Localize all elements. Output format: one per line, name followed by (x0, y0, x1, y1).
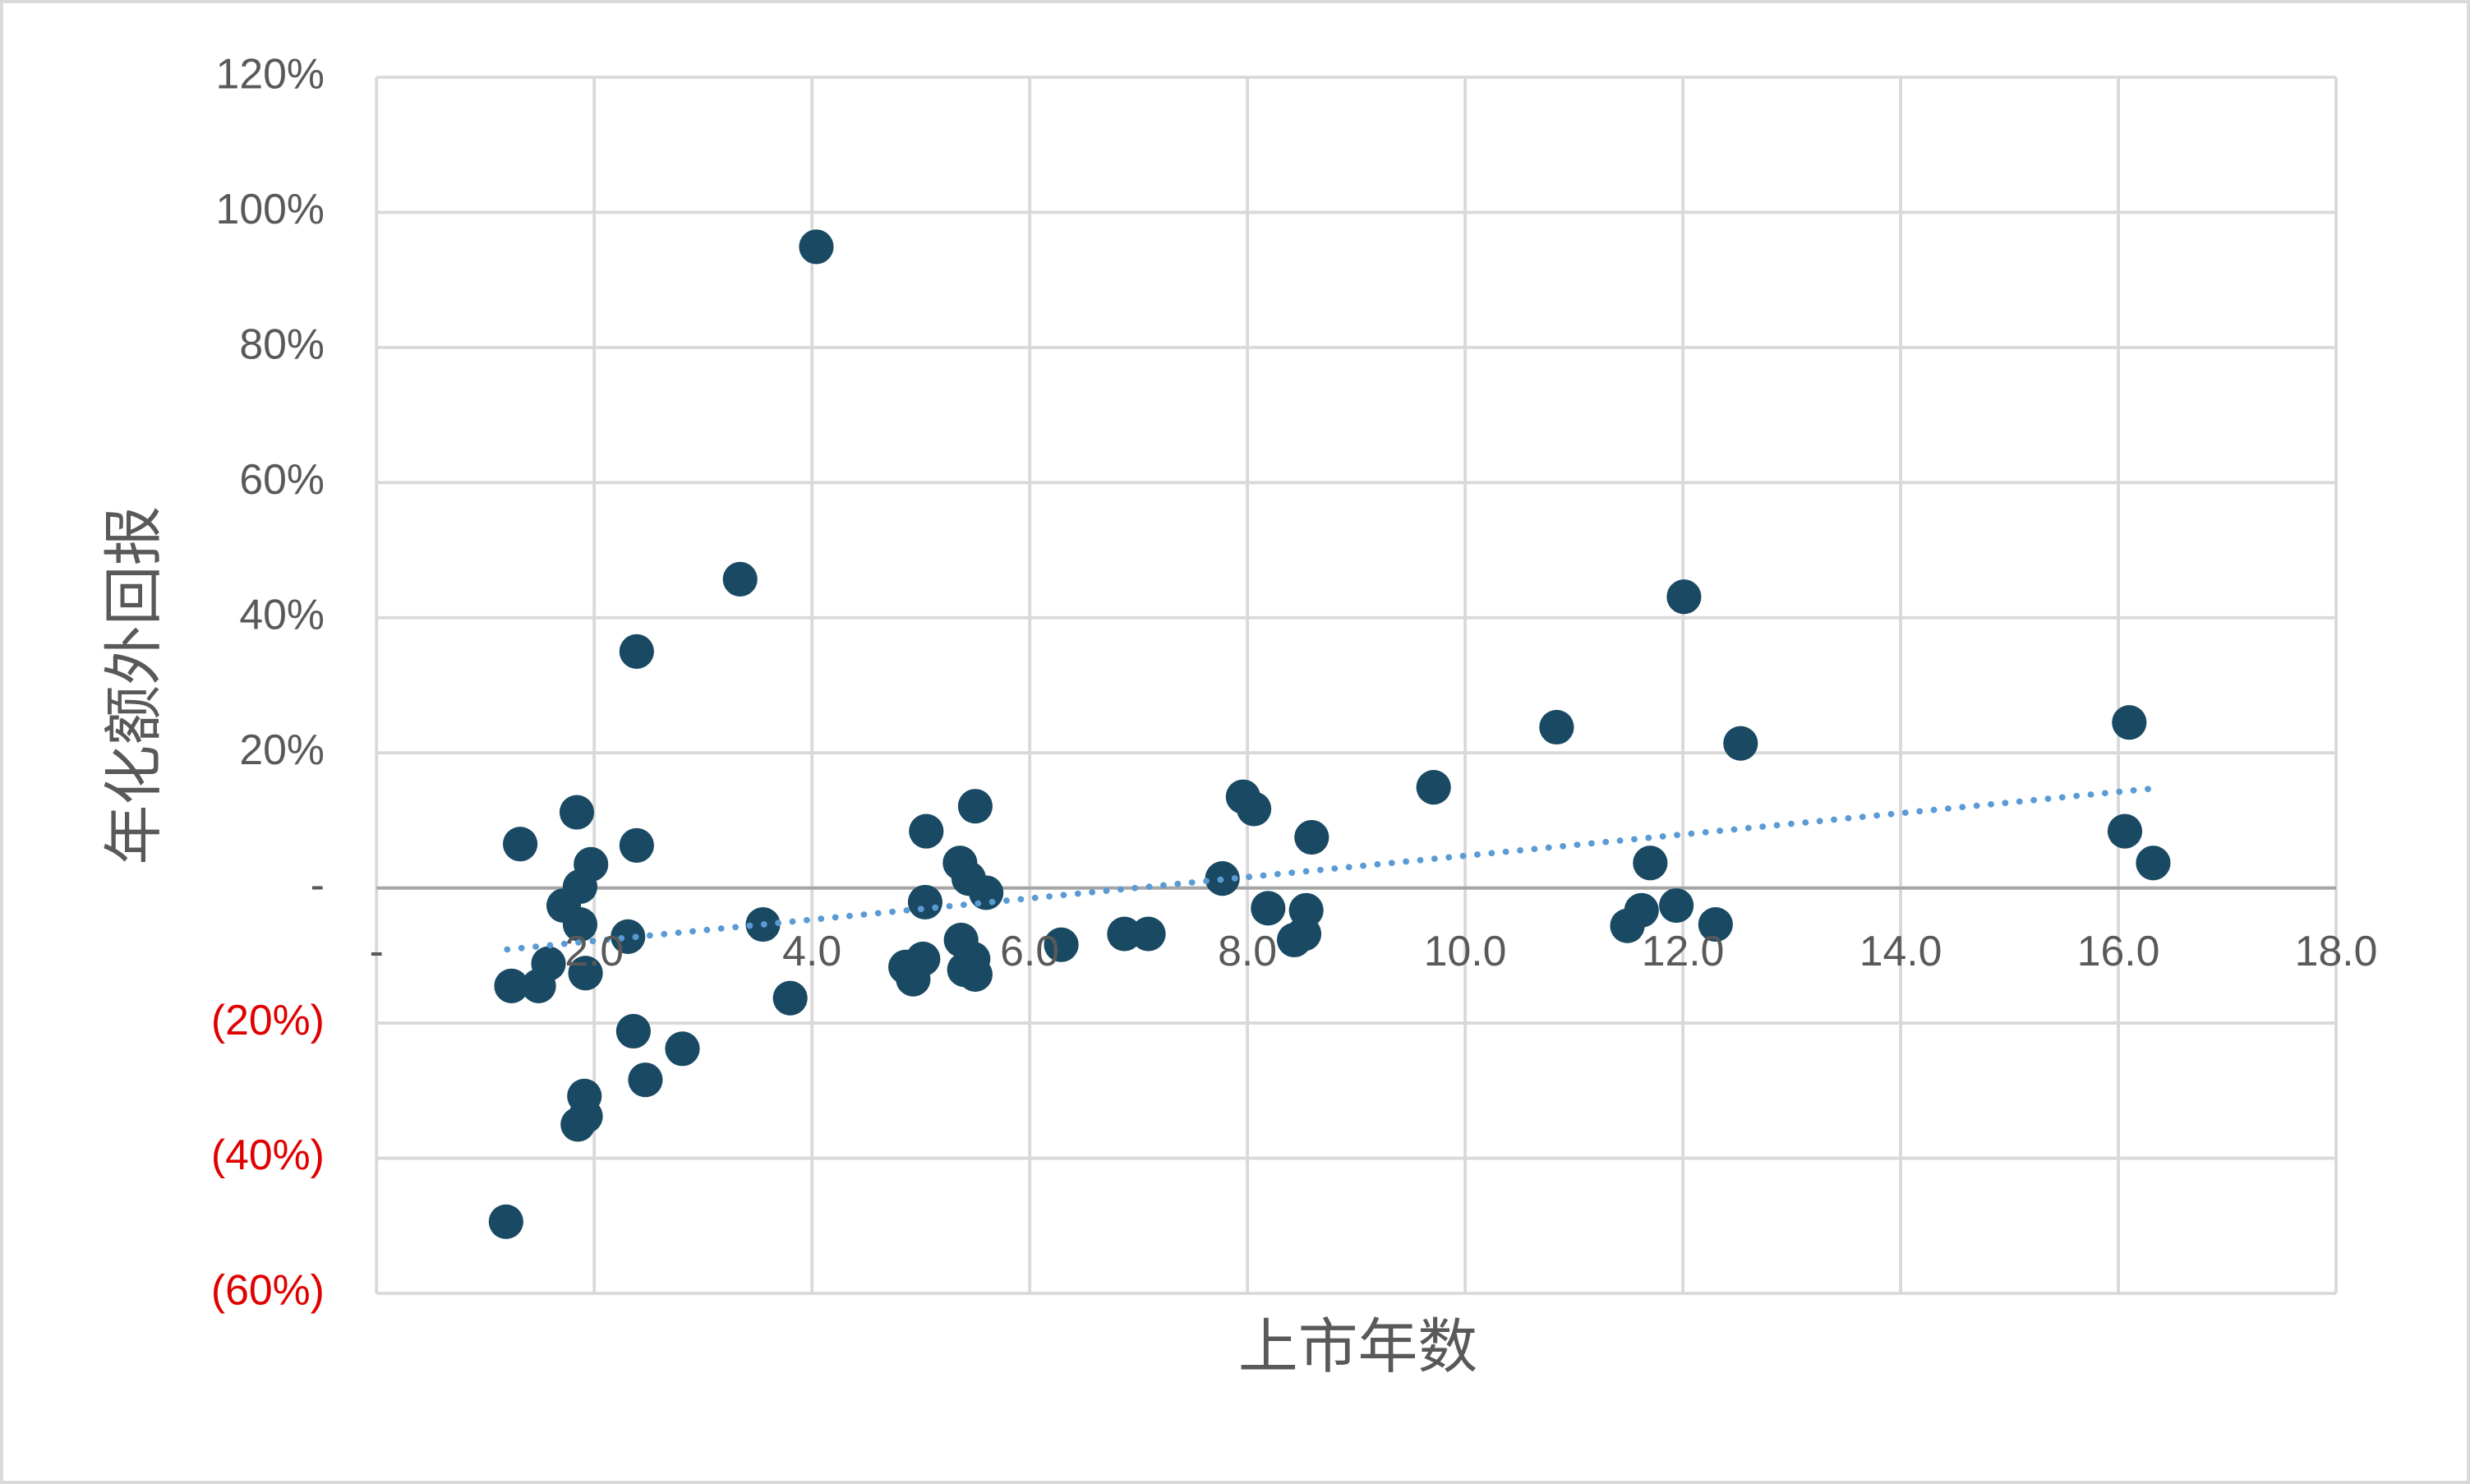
point (1288, 892, 1324, 928)
point (488, 1204, 523, 1239)
labels: (60%)(40%)(20%)-20%40%60%80%100%120%- 2.0… (211, 50, 2378, 1314)
point (562, 906, 598, 942)
point (628, 1062, 663, 1098)
point (2112, 705, 2147, 740)
point (722, 561, 758, 597)
point (2136, 846, 2171, 881)
point (907, 884, 943, 920)
point (568, 956, 603, 991)
point (494, 968, 529, 1003)
point (1666, 579, 1702, 615)
point (1416, 770, 1451, 805)
point (957, 956, 993, 992)
x-tick-label: 12.0 (1642, 927, 1725, 975)
x-tick-label: 18.0 (2295, 927, 2378, 975)
point (1698, 906, 1733, 942)
x-tick-label: 16.0 (2077, 927, 2160, 975)
y-tick-label: 100% (216, 185, 325, 233)
point (559, 795, 595, 830)
y-tick-label: 60% (239, 455, 325, 503)
point (611, 919, 646, 954)
point (1107, 916, 1142, 952)
x-tick-label: 2.0 (565, 927, 624, 975)
point (799, 229, 834, 265)
x-tick-label: - (370, 927, 384, 975)
point (1251, 891, 1286, 926)
marks (488, 229, 2171, 1239)
point (969, 875, 1004, 910)
y-tick-label: (20%) (211, 996, 325, 1044)
point (574, 846, 609, 882)
point (1659, 887, 1694, 924)
point (906, 941, 941, 977)
trendline (504, 785, 2154, 953)
point (1236, 791, 1272, 827)
point (1131, 916, 1166, 952)
point (2107, 813, 2143, 849)
point (1723, 726, 1758, 761)
x-tick-label: 10.0 (1424, 927, 1507, 975)
y-tick-label: 40% (239, 590, 325, 638)
point (502, 827, 538, 862)
x-tick-label: 4.0 (782, 927, 841, 975)
point (619, 827, 654, 863)
point (1044, 927, 1079, 962)
x-tick-label: 8.0 (1218, 927, 1277, 975)
point (615, 1013, 651, 1049)
x-axis-title: 上市年数 (1238, 1314, 1477, 1380)
point (568, 1099, 603, 1134)
grid (375, 76, 2338, 1295)
point (1539, 709, 1574, 745)
point (909, 813, 944, 849)
point (665, 1031, 700, 1067)
y-tick-label: (60%) (211, 1266, 325, 1314)
y-tick-label: 120% (216, 50, 325, 98)
point (531, 946, 566, 981)
x-tick-label: 6.0 (1000, 927, 1059, 975)
y-tick-label: (40%) (211, 1131, 325, 1178)
point (1624, 892, 1659, 928)
point (957, 789, 993, 824)
y-axis-title: 年化额外回报 (101, 506, 168, 865)
point (772, 980, 808, 1016)
x-tick-label: 14.0 (1859, 927, 1942, 975)
point (619, 634, 654, 669)
point (1294, 819, 1329, 855)
y-tick-label: - (311, 860, 325, 908)
point (1633, 846, 1668, 881)
y-tick-label: 20% (239, 726, 325, 773)
y-tick-label: 80% (239, 320, 325, 368)
